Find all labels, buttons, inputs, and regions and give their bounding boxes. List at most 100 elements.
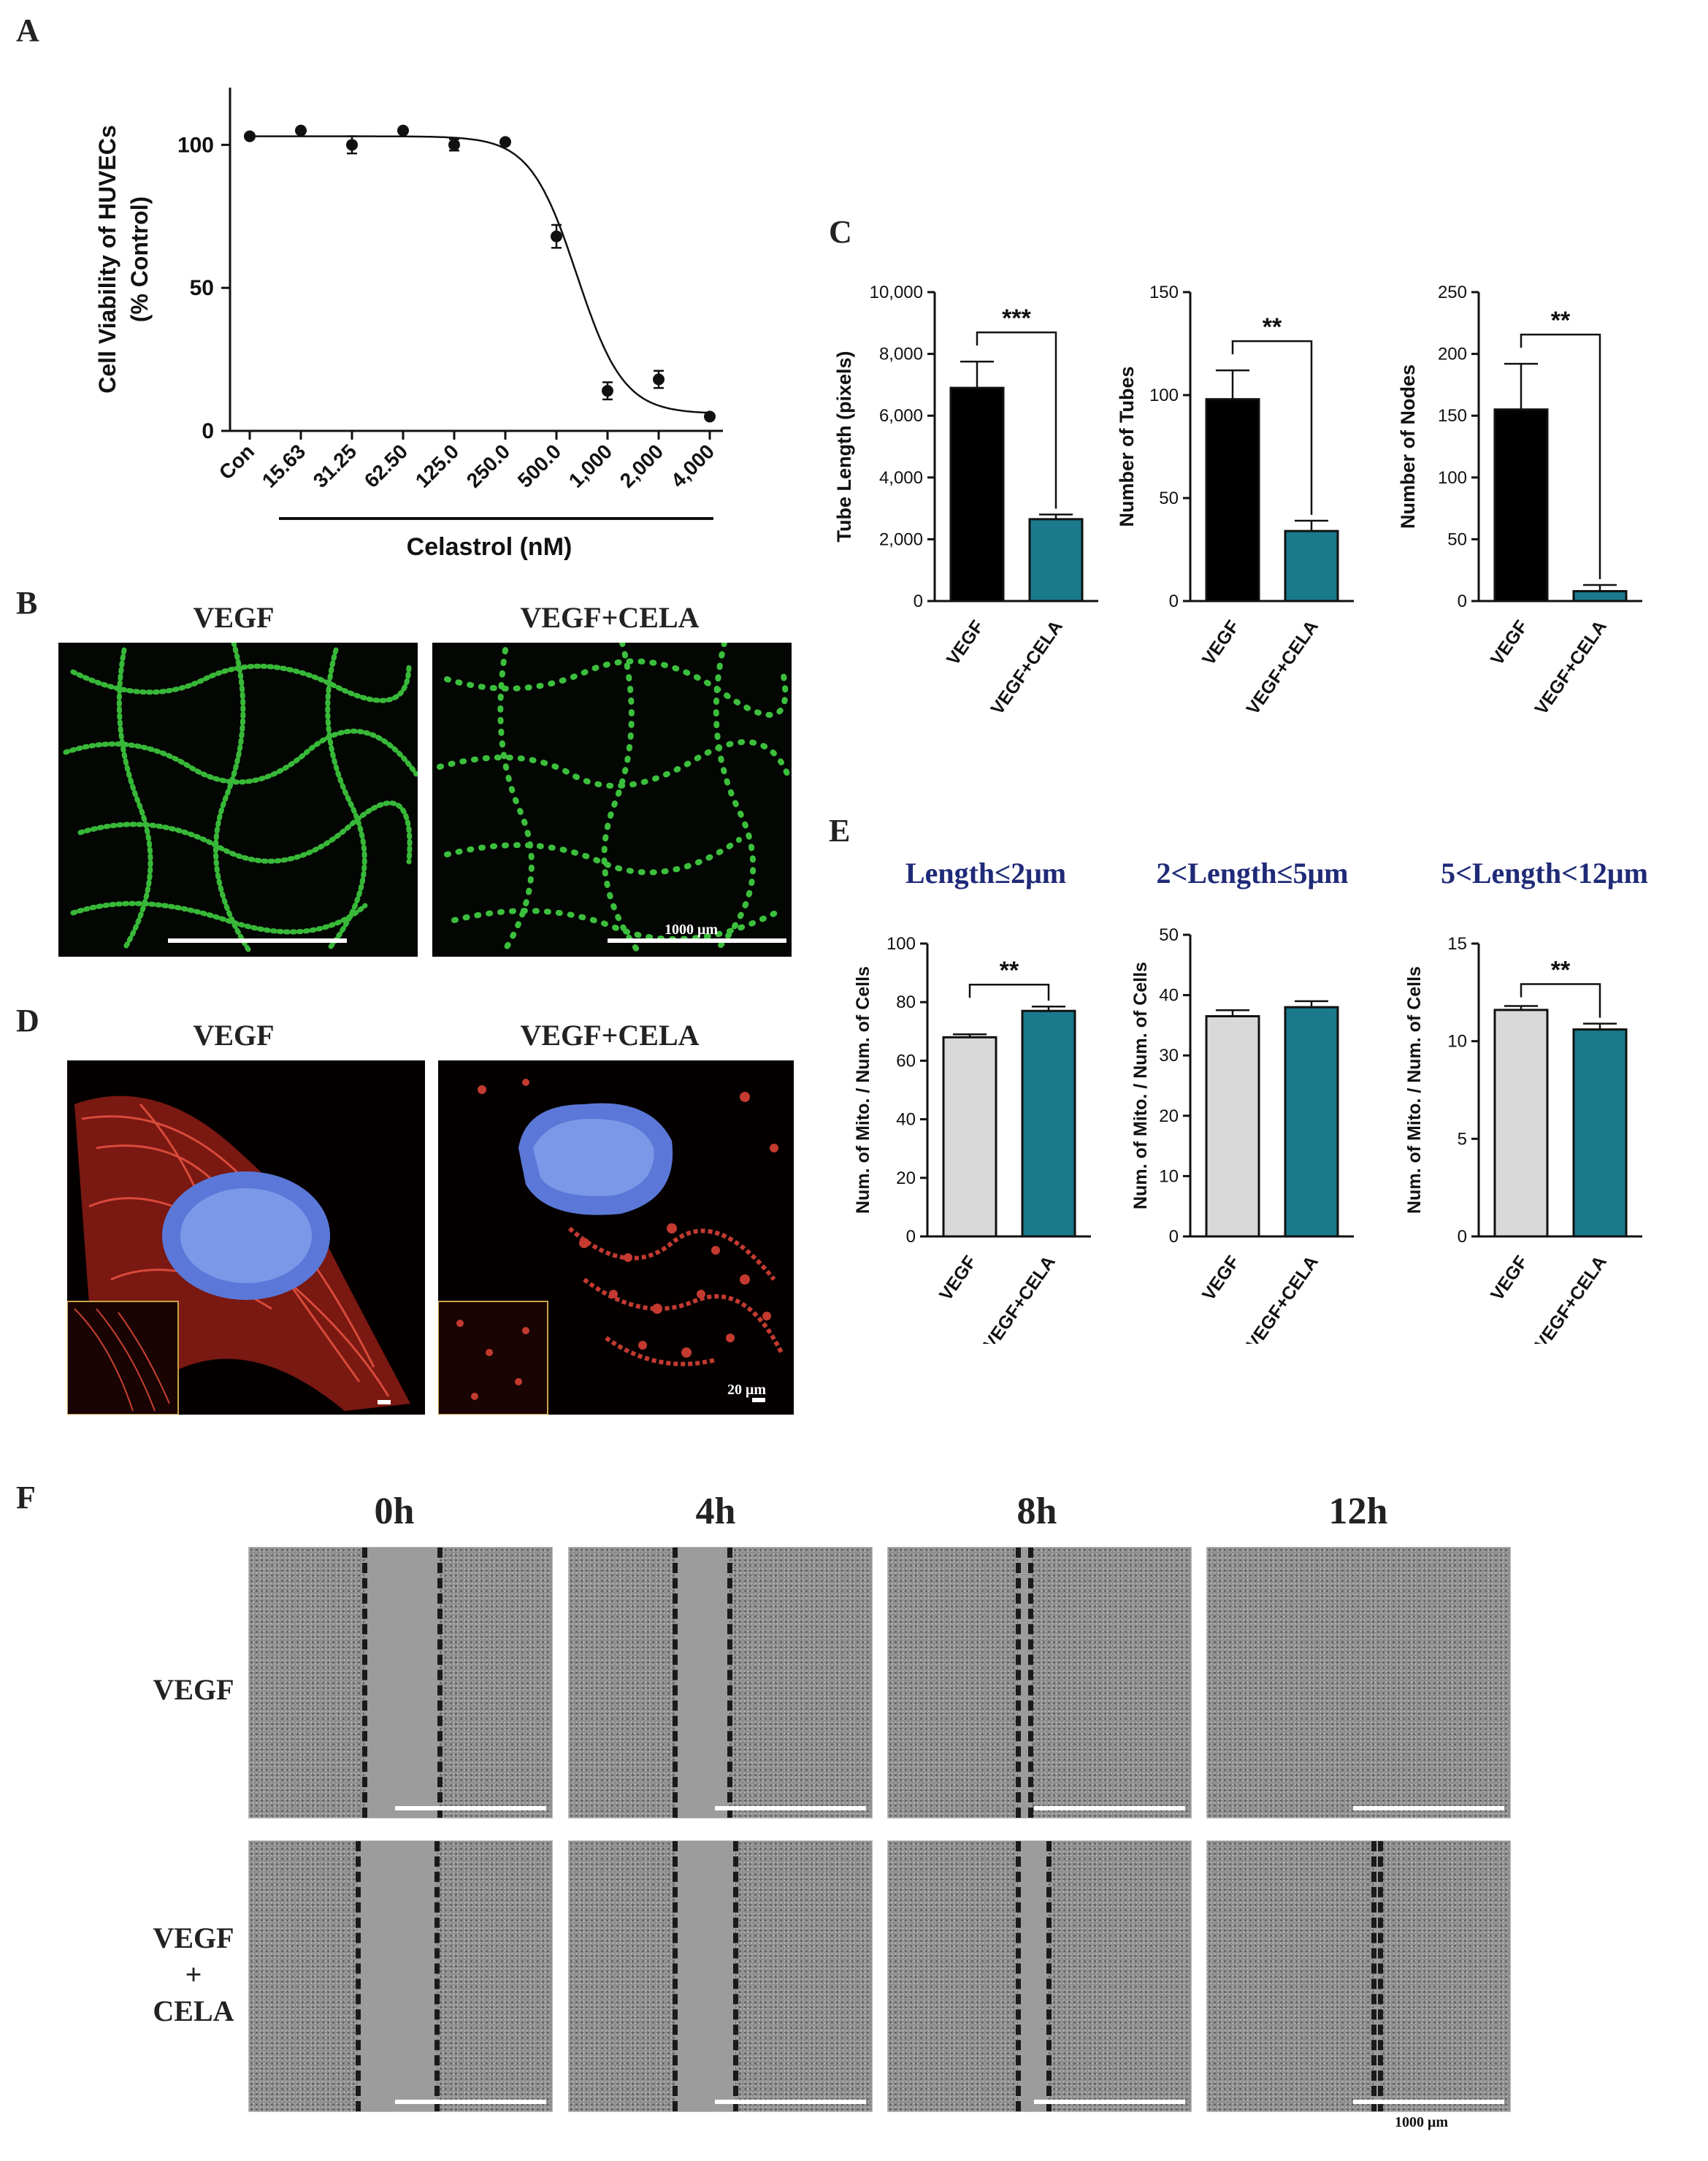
- scale-bar: [1033, 1806, 1185, 1810]
- a-x-tick-label: Con: [215, 440, 259, 483]
- E3-y-tick-label: 10: [1447, 1032, 1467, 1052]
- d-scale-label: 20 μm: [727, 1382, 766, 1398]
- C1-y-tick-label: 10,000: [870, 283, 923, 302]
- C3-sig-bracket: [1520, 333, 1601, 580]
- C1-x-tick-label: VEGF+CELA: [987, 616, 1067, 719]
- C3-sig-label: **: [1551, 307, 1571, 334]
- wound-edge-dashed-line: [356, 1841, 361, 2111]
- a-x-tick-label: 62.50: [360, 440, 412, 492]
- C1-x-tick-label: VEGF: [943, 616, 988, 669]
- E3-x-tick-label: VEGF+CELA: [1531, 1252, 1611, 1344]
- C1-y-tick-label: 0: [914, 592, 923, 611]
- scale-bar: [394, 1806, 546, 1810]
- E1-sig-label: **: [1000, 957, 1019, 984]
- wound-edge-dashed-line: [733, 1841, 739, 2111]
- C3-y-tick-label: 100: [1438, 468, 1467, 488]
- a-y-tick-label: 0: [202, 419, 214, 443]
- C2-y-tick-label: 50: [1159, 489, 1179, 508]
- a-x-tick-label: 500.0: [513, 440, 565, 492]
- C2-bar-vegf-cela: [1284, 529, 1339, 603]
- wound-gap: [1018, 1548, 1031, 1818]
- wound-image-vegf-cela-12h: [1206, 1840, 1511, 2112]
- C3-y-tick-label: 200: [1438, 345, 1467, 364]
- a-data-point: [602, 385, 613, 397]
- E1-y-tick-label: 40: [896, 1110, 916, 1130]
- C2-sig-bracket: [1231, 340, 1313, 516]
- C3-bar-vegf-cela: [1572, 589, 1628, 603]
- C3-y-tick-label: 0: [1458, 592, 1467, 611]
- E1-bar-vegf: [942, 1036, 997, 1238]
- C1-bar-vegf-cela: [1028, 518, 1084, 603]
- d-label-vegf-cela: VEGF+CELA: [520, 1019, 700, 1052]
- E1-bar-vegf-cela: [1021, 1009, 1076, 1238]
- E3-y-tick-label: 0: [1458, 1227, 1467, 1247]
- wound-image-vegf-8h: [887, 1547, 1192, 1818]
- C2-sig-label: **: [1263, 313, 1282, 341]
- E2-y-axis-label: Num. of Mito. / Num. of Cells: [1130, 962, 1151, 1209]
- wound-gap: [1018, 1841, 1049, 2111]
- wound-edge-dashed-line: [434, 1841, 440, 2111]
- b-scale-label: 1000 μm: [665, 922, 718, 938]
- E2-y-tick-label: 50: [1159, 925, 1179, 945]
- panel-letter-b: B: [16, 585, 38, 621]
- E2-y-tick-label: 10: [1159, 1166, 1179, 1186]
- a-data-point: [551, 230, 562, 242]
- tube-image-vegf-cela: [432, 643, 792, 957]
- E1-x-tick-label: VEGF+CELA: [980, 1252, 1060, 1344]
- E2-y-tick-label: 0: [1169, 1227, 1179, 1247]
- C1-bar-vegf: [949, 386, 1005, 603]
- E2-x-tick-label: VEGF+CELA: [1243, 1252, 1322, 1344]
- scale-bar: [1033, 2100, 1185, 2104]
- panel-letter-e: E: [829, 813, 851, 849]
- E3-y-axis-label: Num. of Mito. / Num. of Cells: [1404, 966, 1425, 1214]
- E2-bar-vegf-cela: [1284, 1006, 1339, 1238]
- f-row-vegf: VEGF: [153, 1673, 234, 1706]
- C1-y-tick-label: 4,000: [879, 468, 923, 488]
- scale-bar: [714, 2100, 866, 2104]
- wound-edge-dashed-line: [1016, 1548, 1022, 1818]
- E1-y-tick-label: 100: [886, 934, 916, 954]
- wound-image-vegf-cela-0h: [248, 1840, 553, 2112]
- scale-bar: [394, 2100, 546, 2104]
- C1-y-tick-label: 2,000: [879, 529, 923, 549]
- C3-bar-vegf: [1493, 408, 1549, 603]
- wound-edge-dashed-line: [673, 1841, 678, 2111]
- a-x-tick-label: 4,000: [667, 440, 719, 492]
- d-label-vegf: VEGF: [193, 1019, 275, 1052]
- E3-sig-label: **: [1551, 957, 1571, 984]
- E1-y-tick-label: 0: [906, 1227, 916, 1247]
- scale-bar: [1352, 2100, 1504, 2104]
- a-fit-curve: [250, 135, 711, 414]
- C2-x-tick-label: VEGF: [1198, 616, 1244, 669]
- wound-edge-dashed-line: [361, 1548, 367, 1818]
- b-label-vegf: VEGF: [193, 601, 275, 634]
- a-data-point: [704, 410, 716, 423]
- E2-y-tick-label: 40: [1159, 986, 1179, 1006]
- f-time-4h: 4h: [695, 1491, 736, 1532]
- C1-y-axis-label: Tube Length (pixels): [833, 351, 855, 543]
- b-label-vegf-cela: VEGF+CELA: [520, 601, 700, 634]
- f-time-0h: 0h: [374, 1491, 415, 1532]
- E2-x-tick-label: VEGF: [1198, 1252, 1244, 1304]
- a-x-tick-label: 15.63: [258, 440, 310, 492]
- E3-bar-vegf-cela: [1572, 1028, 1628, 1238]
- a-data-point: [653, 373, 665, 386]
- chart-a-dose-response: 0 50 100 Con15.6331.2562.50125.0250.0500.01…: [94, 88, 723, 561]
- E1-y-axis-label: Num. of Mito. / Num. of Cells: [853, 966, 873, 1214]
- wound-edge-dashed-line: [1377, 1841, 1383, 2111]
- wound-edge-dashed-line: [437, 1548, 443, 1818]
- a-data-point: [346, 139, 358, 151]
- C1-y-tick-label: 6,000: [879, 406, 923, 426]
- f-time-12h: 12h: [1328, 1491, 1388, 1532]
- E3-y-tick-label: 15: [1447, 934, 1467, 954]
- f-row-vegf-cela-3: CELA: [153, 1994, 234, 2027]
- wound-gap: [675, 1841, 736, 2111]
- e-title-3: 5<Length<12μm: [1441, 857, 1648, 890]
- wound-edge-dashed-line: [1028, 1548, 1034, 1818]
- E2-y-tick-label: 30: [1159, 1046, 1179, 1066]
- a-x-tick-label: 125.0: [411, 440, 463, 492]
- C2-y-tick-label: 100: [1149, 386, 1179, 405]
- panel-letter-f: F: [16, 1480, 36, 1515]
